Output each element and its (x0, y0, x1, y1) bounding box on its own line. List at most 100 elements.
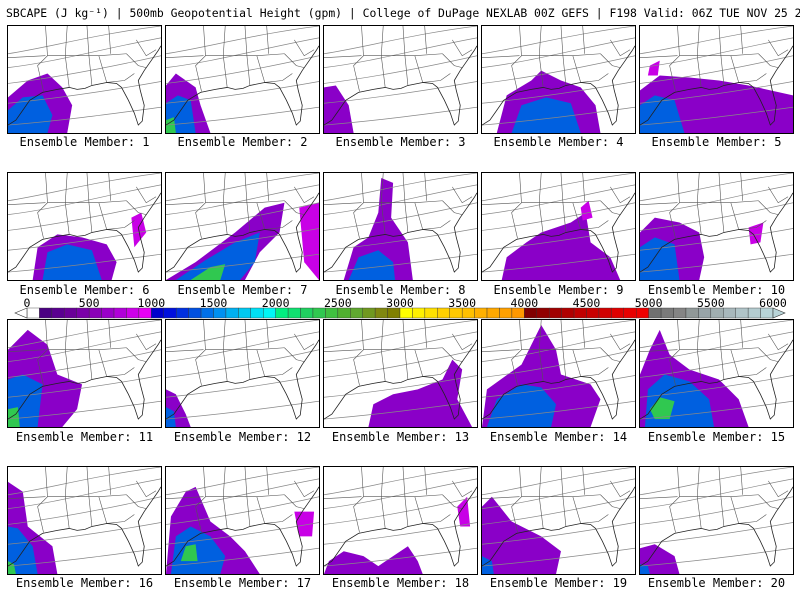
colorbar-cell (474, 307, 488, 319)
cape-area (511, 97, 581, 133)
cape-area (647, 60, 660, 76)
ensemble-member-map (323, 466, 478, 575)
colorbar-tick-label: 1000 (137, 296, 166, 310)
ensemble-member-map (481, 466, 636, 575)
colorbar-cell (163, 307, 177, 319)
colorbar-tick-label: 4000 (510, 296, 539, 310)
cape-area (299, 202, 319, 280)
member-label: Ensemble Member: 8 (335, 283, 466, 297)
colorbar-max-arrow (772, 307, 786, 319)
colorbar-cell (350, 307, 363, 319)
cape-area (8, 561, 16, 574)
cape-area (324, 546, 423, 574)
member-label: Ensemble Member: 10 (647, 283, 786, 297)
colorbar-tick-label: 0 (23, 296, 31, 310)
member-label: Ensemble Member: 11 (15, 430, 154, 444)
cape-area (8, 95, 53, 133)
colorbar-cell (673, 307, 687, 319)
cape-area (482, 556, 494, 574)
ensemble-member-map (639, 466, 794, 575)
cape-area (175, 232, 260, 280)
colorbar-tick-label: 6000 (759, 296, 787, 310)
colorbar-cell (51, 307, 65, 319)
ensemble-member-map (481, 319, 636, 428)
ensemble-member-map (639, 25, 794, 134)
member-label: Ensemble Member: 16 (15, 576, 154, 590)
colorbar-tick-label: 5500 (696, 296, 725, 310)
cape-area (640, 564, 650, 574)
colorbar-cell (287, 307, 301, 319)
colorbar-cell (225, 307, 239, 319)
member-label: Ensemble Member: 13 (331, 430, 470, 444)
colorbar-cell (424, 307, 438, 319)
cape-area (343, 177, 413, 280)
colorbar-cell (486, 307, 500, 319)
cape-area (501, 212, 621, 280)
ensemble-member-map (165, 172, 320, 281)
ensemble-member-map (323, 172, 478, 281)
colorbar-tick-label: 500 (78, 296, 100, 310)
member-label: Ensemble Member: 17 (173, 576, 312, 590)
colorbar-cell (113, 307, 127, 319)
cape-area (166, 407, 176, 427)
member-label: Ensemble Member: 14 (489, 430, 628, 444)
cape-area (482, 496, 561, 574)
cape-area (190, 264, 226, 280)
member-label: Ensemble Member: 9 (493, 283, 624, 297)
ensemble-member-map (481, 172, 636, 281)
ensemble-member-map (7, 466, 162, 575)
ensemble-member-map (639, 172, 794, 281)
chart-title: SBCAPE (J kg⁻¹) | 500mb Geopotential Hei… (6, 6, 800, 20)
colorbar-min-arrow (14, 307, 28, 319)
member-label: Ensemble Member: 3 (335, 135, 466, 149)
ensemble-member-map (639, 319, 794, 428)
member-label: Ensemble Member: 5 (651, 135, 782, 149)
ensemble-member-map (7, 319, 162, 428)
ensemble-member-map (7, 172, 162, 281)
colorbar-cell (735, 307, 749, 319)
member-label: Ensemble Member: 7 (177, 283, 308, 297)
colorbar-cell (598, 307, 612, 319)
cape-area (580, 200, 593, 221)
member-label: Ensemble Member: 18 (331, 576, 470, 590)
member-label: Ensemble Member: 4 (493, 135, 624, 149)
colorbar-cell (549, 307, 562, 319)
ensemble-member-map (323, 25, 478, 134)
colorbar-cell (101, 307, 115, 319)
cape-area (166, 117, 176, 133)
cape-area (640, 544, 680, 574)
ensemble-member-map (323, 319, 478, 428)
cape-area (8, 407, 20, 427)
colorbar-tick-label: 5000 (634, 296, 663, 310)
ensemble-member-map (165, 25, 320, 134)
colorbar-cell (723, 307, 736, 319)
cape-area (324, 85, 354, 133)
member-label: Ensemble Member: 20 (647, 576, 786, 590)
member-label: Ensemble Member: 1 (19, 135, 150, 149)
colorbar-tick-label: 3500 (448, 296, 477, 310)
colorbar-tick-label: 2000 (261, 296, 290, 310)
colorbar-cell (362, 307, 376, 319)
colorbar-cell (300, 307, 314, 319)
colorbar: 0 500 1000 1500 2000 2500 3000 3500 4000 4500 5000… (0, 296, 800, 320)
cape-area (170, 526, 226, 574)
member-label: Ensemble Member: 19 (489, 576, 628, 590)
member-label: Ensemble Member: 15 (647, 430, 786, 444)
colorbar-cell (611, 307, 624, 319)
cape-area (348, 250, 396, 280)
cape-area (457, 496, 471, 527)
colorbar-cell (175, 307, 189, 319)
basemap (166, 320, 319, 420)
cape-area (294, 511, 315, 537)
member-label: Ensemble Member: 12 (173, 430, 312, 444)
cape-area (748, 222, 764, 245)
member-label: Ensemble Member: 6 (19, 283, 150, 297)
ensemble-member-map (481, 25, 636, 134)
colorbar-tick-label: 4500 (572, 296, 601, 310)
cape-area (368, 359, 473, 427)
colorbar-tick-label: 3000 (386, 296, 414, 310)
member-label: Ensemble Member: 2 (177, 135, 308, 149)
colorbar-cell (536, 307, 550, 319)
cape-area (8, 526, 38, 574)
colorbar-tick-label: 2500 (323, 296, 352, 310)
